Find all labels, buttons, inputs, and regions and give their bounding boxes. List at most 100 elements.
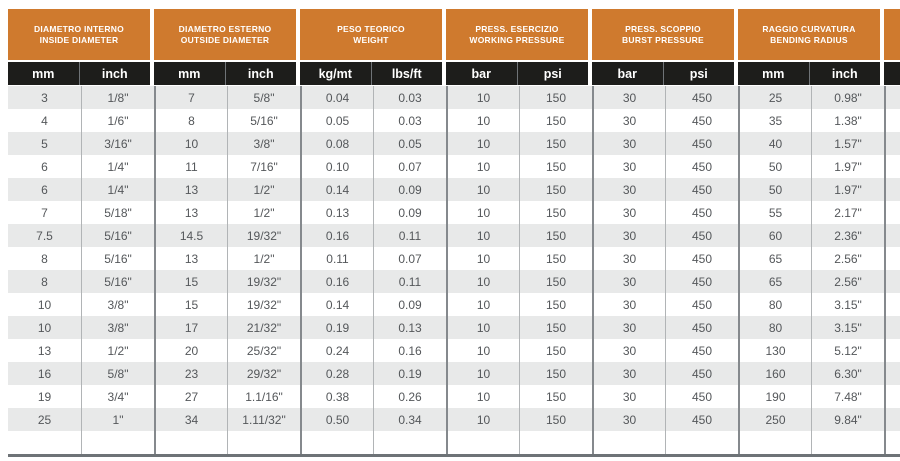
group-title-italian: PRESS. SCOPPIO (625, 23, 701, 34)
spec-table: DIAMETRO INTERNO INSIDE DIAMETER mm inch DIA… (8, 9, 900, 457)
unit-label-working-bar: bar (471, 66, 491, 81)
cell-weight-kgmt: 0.13 (300, 201, 373, 224)
cell-working-bar: 10 (446, 385, 519, 408)
cell-outside-mm: 13 (154, 201, 227, 224)
cell-cropped (884, 316, 900, 339)
group-title-working-pressure: PRESS. ESERCIZIO WORKING PRESSURE (446, 9, 588, 60)
cell-burst-bar: 30 (592, 109, 665, 132)
unit-label-burst-psi: psi (662, 62, 735, 85)
cell-working-psi: 150 (519, 201, 592, 224)
cell-working-psi: 150 (519, 316, 592, 339)
cell-outside-inch: 19/32" (227, 270, 300, 293)
cell-weight-kgmt: 0.14 (300, 293, 373, 316)
cell-cropped (884, 270, 900, 293)
group-title-weight: PESO TEORICO WEIGHT (300, 9, 442, 60)
cell-burst-psi (665, 431, 738, 454)
cell-inside-mm: 8 (41, 274, 48, 289)
cell-bending-inch (811, 431, 884, 454)
cell-weight-kgmt: 0.08 (300, 132, 373, 155)
cell-cropped (884, 293, 900, 316)
cell-working-psi: 150 (519, 132, 592, 155)
cell-inside-inch: 1/6" (81, 109, 154, 132)
cell-outside-inch: 1.11/32" (227, 408, 300, 431)
group-title-inside-diameter: DIAMETRO INTERNO INSIDE DIAMETER (8, 9, 150, 60)
cell-bending-inch: 6.30" (811, 362, 884, 385)
cell-burst-psi: 450 (665, 362, 738, 385)
cell-burst-psi: 450 (665, 178, 738, 201)
cell-working-bar: 10 (446, 247, 519, 270)
cell-bending-inch: 7.48" (811, 385, 884, 408)
cell-bending-mm: 65 (738, 270, 811, 293)
cell-weight-lbsft: 0.19 (373, 362, 446, 385)
cell-bending-mm: 60 (738, 224, 811, 247)
cell-bending-inch: 3.15" (811, 316, 884, 339)
cell-inside-mm: 6 (41, 159, 48, 174)
cell-outside-inch: 19/32" (227, 224, 300, 247)
cell-working-psi: 150 (519, 362, 592, 385)
unit-label-working-psi: psi (516, 62, 589, 85)
cell-weight-kgmt: 0.04 (300, 86, 373, 109)
cell-outside-inch: 3/8" (227, 132, 300, 155)
table-row: 4 1/6" 8 5/16" 0.05 0.03 10 150 30 450 35 1.38" (8, 109, 900, 132)
cell-burst-bar: 30 (592, 201, 665, 224)
cell-weight-kgmt: 0.05 (300, 109, 373, 132)
cell-weight-lbsft: 0.03 (373, 86, 446, 109)
cell-inside-inch: 1/8" (81, 86, 154, 109)
cell-bending-mm: 80 (738, 316, 811, 339)
cell-burst-bar: 30 (592, 385, 665, 408)
unit-label-outside-inch: inch (224, 62, 297, 85)
cell-working-psi: 150 (519, 86, 592, 109)
cell-outside-mm: 11 (154, 155, 227, 178)
cell-inside-mm: 3 (41, 90, 48, 105)
cell-bending-mm: 50 (738, 178, 811, 201)
cell-inside-mm: 8 (41, 251, 48, 266)
cell-inside-inch (81, 431, 154, 454)
cell-bending-inch: 2.17" (811, 201, 884, 224)
cell-inside-mm: 6 (41, 182, 48, 197)
group-title-italian: RAGGIO CURVATURA (762, 23, 856, 34)
table-row: 10 3/8" 15 19/32" 0.14 0.09 10 150 30 450 80 3.15" (8, 293, 900, 316)
header-group-inside-diameter: DIAMETRO INTERNO INSIDE DIAMETER mm inch (8, 9, 150, 85)
cell-working-bar: 10 (446, 155, 519, 178)
cell-weight-lbsft: 0.11 (373, 224, 446, 247)
table-row: 6 1/4" 11 7/16" 0.10 0.07 10 150 30 450 50 1.97" (8, 155, 900, 178)
cell-working-psi: 150 (519, 339, 592, 362)
unit-label-bending-mm: mm (762, 66, 785, 81)
cell-weight-lbsft: 0.05 (373, 132, 446, 155)
cell-weight-kgmt: 0.19 (300, 316, 373, 339)
table-row: 3 1/8" 7 5/8" 0.04 0.03 10 150 30 450 25 0.98" (8, 86, 900, 109)
cell-inside-inch: 3/16" (81, 132, 154, 155)
group-title-english: OUTSIDE DIAMETER (180, 34, 270, 45)
table-row: 10 3/8" 17 21/32" 0.19 0.13 10 150 30 450 80 3.15" (8, 316, 900, 339)
cell-burst-psi: 450 (665, 270, 738, 293)
unit-label-outside-mm: mm (178, 66, 201, 81)
cell-burst-bar: 30 (592, 408, 665, 431)
cell-weight-kgmt: 0.16 (300, 270, 373, 293)
group-title-english: INSIDE DIAMETER (39, 34, 119, 45)
cell-working-psi: 150 (519, 155, 592, 178)
table-row: 7 5/18" 13 1/2" 0.13 0.09 10 150 30 450 55 2.17" (8, 201, 900, 224)
cell-outside-mm: 14.5 (154, 224, 227, 247)
cell-weight-kgmt: 0.50 (300, 408, 373, 431)
cell-outside-mm: 23 (154, 362, 227, 385)
cell-weight-lbsft: 0.13 (373, 316, 446, 339)
group-title-italian: PESO TEORICO (337, 23, 405, 34)
cell-burst-psi: 450 (665, 339, 738, 362)
cell-bending-mm (738, 431, 811, 454)
cell-bending-mm: 80 (738, 293, 811, 316)
cell-burst-psi: 450 (665, 86, 738, 109)
cell-cropped (884, 339, 900, 362)
cell-inside-inch: 1" (81, 408, 154, 431)
table-row: 25 1" 34 1.11/32" 0.50 0.34 10 150 30 450 250 9.84" (8, 408, 900, 431)
cell-weight-lbsft: 0.09 (373, 293, 446, 316)
cell-weight-lbsft: 0.03 (373, 109, 446, 132)
unit-label-weight-lbsft: lbs/ft (370, 62, 443, 85)
cell-weight-lbsft: 0.09 (373, 201, 446, 224)
cropped-next-group (884, 9, 900, 85)
cell-outside-mm: 27 (154, 385, 227, 408)
cell-inside-inch: 5/18" (81, 201, 154, 224)
group-title-burst-pressure: PRESS. SCOPPIO BURST PRESSURE (592, 9, 734, 60)
cell-outside-inch (227, 431, 300, 454)
cell-inside-mm: 13 (37, 343, 52, 358)
unit-label-burst-bar: bar (617, 66, 637, 81)
